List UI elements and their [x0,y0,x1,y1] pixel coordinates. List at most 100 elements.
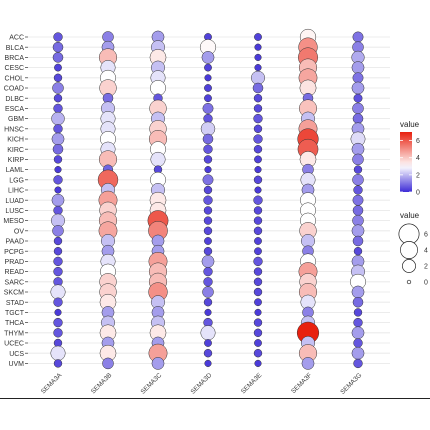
bubble-DLBC-SEMA3G [353,93,363,103]
y-tick-label: PCPG [4,249,24,256]
color-legend-label: 4 [416,155,420,162]
bubble-CHOL-SEMA3D [204,74,212,82]
bubble-OV-SEMA3A [52,225,64,237]
x-tick-label: SEMA3E [240,371,264,395]
bottom-rule [0,398,430,399]
bubble-CESC-SEMA3E [254,64,262,72]
y-tick-label: CHOL [5,75,25,82]
y-tick-label: CESC [5,65,24,72]
y-tick-label: ACC [9,35,24,42]
bubble-DLBC-SEMA3D [204,94,212,103]
bubble-UVM-SEMA3A [53,359,63,368]
bubble-PCPG-SEMA3D [203,247,213,256]
y-tick-label: KIRC [7,147,24,154]
y-tick-label: LUSC [5,208,24,215]
bubble-HNSC-SEMA3D [200,121,216,137]
bubble-MESO-SEMA3D [203,216,213,225]
bubble-PRAD-SEMA3D [201,255,215,268]
bubble-DLBC-SEMA3E [253,94,263,103]
color-legend-label: 6 [416,138,420,145]
x-tick-label: SEMA3C [140,372,164,396]
bubble-STAD-SEMA3G [352,296,364,308]
bubble-BRCA-SEMA3A [52,52,64,63]
bubble-PRAD-SEMA3A [53,256,63,267]
x-tick-label: SEMA3B [90,372,114,396]
bubble-STAD-SEMA3A [53,297,63,307]
bubble-OV-SEMA3G [351,224,365,238]
bubble-UCEC-SEMA3D [204,339,212,347]
bubble-SARC-SEMA3D [203,277,213,287]
bubble-KIRC-SEMA3A [52,143,64,155]
size-legend-circle [402,259,416,273]
bubble-READ-SEMA3D [203,266,213,277]
y-tick-label: ESCA [5,106,24,113]
bubble-CHOL-SEMA3G [352,72,364,84]
y-tick-label: GBM [8,116,24,123]
y-tick-label: HNSC [4,126,24,133]
bubble-OV-SEMA3E [253,226,263,236]
y-tick-label: UVM [8,361,24,368]
bubble-PCPG-SEMA3A [53,247,63,256]
bubble-GBM-SEMA3G [352,113,364,124]
bubble-THCA-SEMA3E [253,318,263,327]
bubble-COAD-SEMA3E [252,82,264,94]
bubble-STAD-SEMA3D [203,298,213,307]
bubble-THCA-SEMA3A [53,317,63,328]
bubble-ACC-SEMA3A [53,32,63,42]
bubble-KIRC-SEMA3E [253,145,263,154]
bubble-KIRP-SEMA3G [352,153,364,166]
bubble-KIRC-SEMA3G [351,142,365,156]
y-tick-label: THCA [5,320,24,327]
y-tick-label: STAD [6,300,24,307]
bubble-TGCT-SEMA3D [204,308,212,316]
bubble-LUSC-SEMA3D [203,206,213,215]
size-legend-circle [406,279,412,285]
bubble-ACC-SEMA3E [254,33,262,41]
bubble-SARC-SEMA3E [253,277,263,286]
bubble-STAD-SEMA3E [254,298,262,307]
bubble-THCA-SEMA3G [353,317,363,328]
size-legend-label: 4 [424,248,428,255]
bubble-KIRP-SEMA3E [254,155,262,164]
bubble-LAML-SEMA3G [353,165,363,174]
bubble-PAAD-SEMA3E [254,237,262,245]
y-tick-label: SARC [5,279,24,286]
bubble-CHOL-SEMA3A [53,73,63,83]
bubble-SKCM-SEMA3D [202,286,214,298]
bubble-THYM-SEMA3D [200,325,216,341]
bubble-PCPG-SEMA3G [353,247,363,256]
bubble-LGG-SEMA3A [53,175,63,185]
size-legend-circle [400,241,418,259]
x-tick-label: SEMA3D [190,372,214,396]
bubble-ESCA-SEMA3E [253,104,263,113]
bubble-LIHC-SEMA3G [353,185,363,195]
y-tick-label: PRAD [5,259,24,266]
y-tick-label: LIHC [8,188,24,195]
bubble-THYM-SEMA3A [53,328,63,338]
bubble-UCS-SEMA3A [50,345,66,361]
bubble-MESO-SEMA3E [253,216,263,225]
bubble-UVM-SEMA3D [204,359,212,367]
x-tick-label: SEMA3G [339,372,363,396]
x-tick-label: SEMA3F [290,372,313,395]
y-tick-label: LUAD [5,198,24,205]
bubble-LUSC-SEMA3E [253,206,263,215]
bubble-LGG-SEMA3G [352,174,364,186]
bubble-HNSC-SEMA3A [53,124,63,134]
bubble-KIRC-SEMA3D [203,144,213,154]
bubble-BRCA-SEMA3E [254,53,262,61]
bubble-KIRP-SEMA3C [150,151,166,167]
bubble-GBM-SEMA3E [253,113,263,124]
size-legend-label: 2 [424,264,428,271]
bubble-PAAD-SEMA3A [53,236,63,246]
bubble-CESC-SEMA3D [204,63,212,72]
bubble-UVM-SEMA3C [151,357,165,370]
bubble-LUSC-SEMA3G [352,205,364,216]
bubble-LIHC-SEMA3D [203,185,213,195]
bubble-UCS-SEMA3E [253,349,263,358]
bubble-LIHC-SEMA3E [254,186,262,194]
bubble-READ-SEMA3A [53,266,63,277]
size-legend-label: 6 [424,232,428,239]
bubble-UCS-SEMA3D [203,349,213,358]
